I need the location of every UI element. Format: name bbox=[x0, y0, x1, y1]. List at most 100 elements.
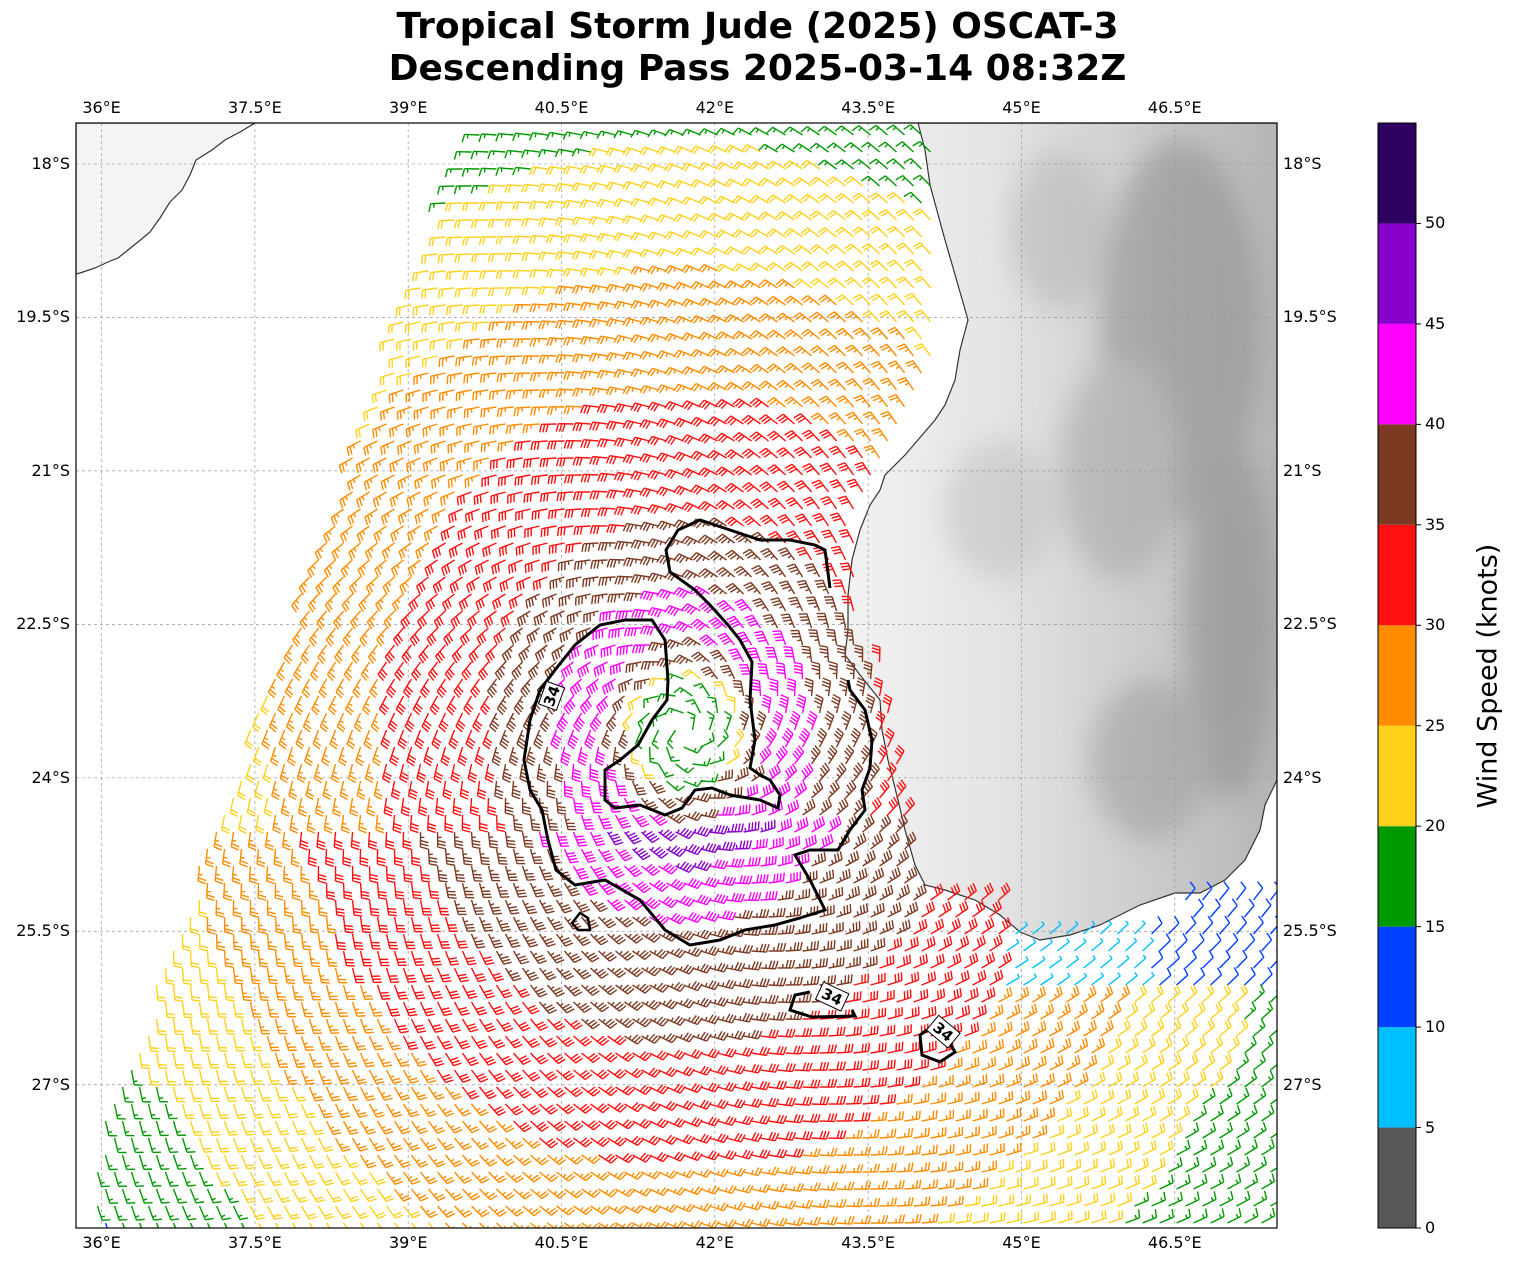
wind-barb bbox=[591, 968, 609, 978]
wind-barb bbox=[473, 713, 482, 732]
wind-barb bbox=[208, 951, 217, 967]
wind-barb bbox=[336, 968, 348, 983]
wind-barb bbox=[1160, 1037, 1172, 1053]
wind-barb bbox=[284, 866, 292, 883]
wind-barb bbox=[793, 346, 811, 356]
wind-barb bbox=[1186, 1191, 1200, 1206]
wind-barb bbox=[1186, 950, 1197, 968]
wind-barb bbox=[616, 985, 634, 994]
wind-barb bbox=[516, 509, 531, 521]
wind-barb bbox=[316, 798, 324, 816]
wind-barb bbox=[1254, 1088, 1266, 1104]
wind-barb bbox=[897, 310, 914, 322]
wind-barb bbox=[727, 824, 744, 832]
wind-barb bbox=[366, 764, 374, 783]
wind-barb bbox=[778, 548, 794, 560]
wind-barb bbox=[457, 492, 471, 505]
wind-barb bbox=[956, 1109, 971, 1121]
wind-barb bbox=[871, 832, 883, 849]
wind-barb bbox=[416, 543, 429, 559]
wind-barb bbox=[631, 267, 650, 275]
wind-barb bbox=[589, 251, 607, 259]
wind-barb bbox=[1075, 1038, 1088, 1053]
wind-barb bbox=[1211, 1105, 1224, 1121]
wind-barb bbox=[489, 900, 502, 914]
wind-barb bbox=[818, 160, 836, 169]
wind-barb bbox=[208, 1155, 221, 1169]
wind-barb bbox=[456, 356, 472, 366]
wind-barb bbox=[863, 815, 875, 832]
wind-barb bbox=[174, 1121, 186, 1135]
wind-barb bbox=[982, 1091, 996, 1104]
wind-barb bbox=[395, 1019, 409, 1033]
wind-barb bbox=[674, 282, 693, 290]
wind-barb bbox=[846, 956, 861, 968]
wind-barb bbox=[480, 1053, 497, 1065]
wind-barb bbox=[400, 577, 412, 594]
wind-barb bbox=[472, 288, 489, 297]
wind-barb bbox=[1067, 986, 1080, 1002]
wind-barb bbox=[387, 900, 397, 916]
wind-barb bbox=[445, 815, 453, 832]
wind-barb bbox=[1084, 1158, 1098, 1172]
wind-barb bbox=[336, 1002, 349, 1016]
wind-barb bbox=[1271, 1053, 1283, 1070]
wind-barb bbox=[744, 785, 758, 798]
wind-barb bbox=[547, 407, 564, 415]
lon-tick-label-top: 43.5°E bbox=[828, 98, 908, 117]
wind-barb bbox=[710, 997, 729, 1006]
wind-barb bbox=[667, 730, 675, 749]
wind-barb bbox=[820, 1148, 837, 1156]
wind-barb bbox=[469, 645, 479, 663]
wind-barb bbox=[674, 146, 693, 154]
wind-barb bbox=[786, 836, 800, 849]
wind-barb bbox=[439, 356, 454, 367]
wind-barb bbox=[310, 985, 322, 1000]
wind-barb bbox=[1203, 1191, 1216, 1206]
wind-barb bbox=[1177, 1105, 1190, 1121]
wind-barb bbox=[727, 1168, 746, 1176]
wind-barb bbox=[493, 594, 506, 610]
wind-barb bbox=[1101, 1193, 1115, 1206]
wind-barb bbox=[523, 900, 537, 914]
wind-barb bbox=[888, 1077, 904, 1087]
wind-barb bbox=[793, 144, 812, 152]
wind-barb bbox=[693, 1203, 712, 1211]
wind-barb bbox=[650, 949, 669, 958]
wind-barb bbox=[1016, 1056, 1030, 1070]
wind-barb bbox=[589, 319, 607, 327]
wind-barb bbox=[454, 679, 463, 698]
wind-barb bbox=[410, 815, 418, 833]
wind-barb bbox=[863, 850, 876, 866]
wind-barb bbox=[708, 146, 727, 154]
wind-barb bbox=[837, 904, 851, 917]
wind-barb bbox=[336, 679, 344, 698]
wind-barb bbox=[314, 764, 322, 783]
wind-barb bbox=[743, 516, 761, 526]
wind-barb bbox=[401, 798, 410, 816]
wind-barb bbox=[591, 1036, 609, 1045]
wind-barb bbox=[489, 356, 505, 365]
wind-barb bbox=[480, 951, 495, 965]
wind-barb bbox=[578, 747, 587, 765]
wind-barb bbox=[716, 399, 735, 408]
wind-barb bbox=[123, 1121, 135, 1136]
wind-barb bbox=[716, 366, 735, 374]
wind-barb bbox=[767, 195, 786, 203]
wind-barb bbox=[463, 951, 477, 965]
wind-barb bbox=[361, 917, 371, 933]
wind-barb bbox=[887, 260, 904, 271]
wind-barb bbox=[589, 148, 607, 156]
wind-barb bbox=[616, 1120, 635, 1129]
wind-barb bbox=[514, 917, 529, 930]
wind-barb bbox=[870, 227, 888, 237]
wind-barb bbox=[763, 615, 778, 628]
wind-barb bbox=[514, 339, 531, 347]
wind-barb bbox=[648, 608, 666, 617]
wind-barb bbox=[223, 849, 231, 867]
wind-barb bbox=[359, 815, 367, 833]
wind-barb bbox=[801, 296, 819, 305]
wind-barb bbox=[803, 976, 819, 985]
wind-barb bbox=[480, 883, 492, 897]
wind-barb bbox=[353, 934, 364, 949]
